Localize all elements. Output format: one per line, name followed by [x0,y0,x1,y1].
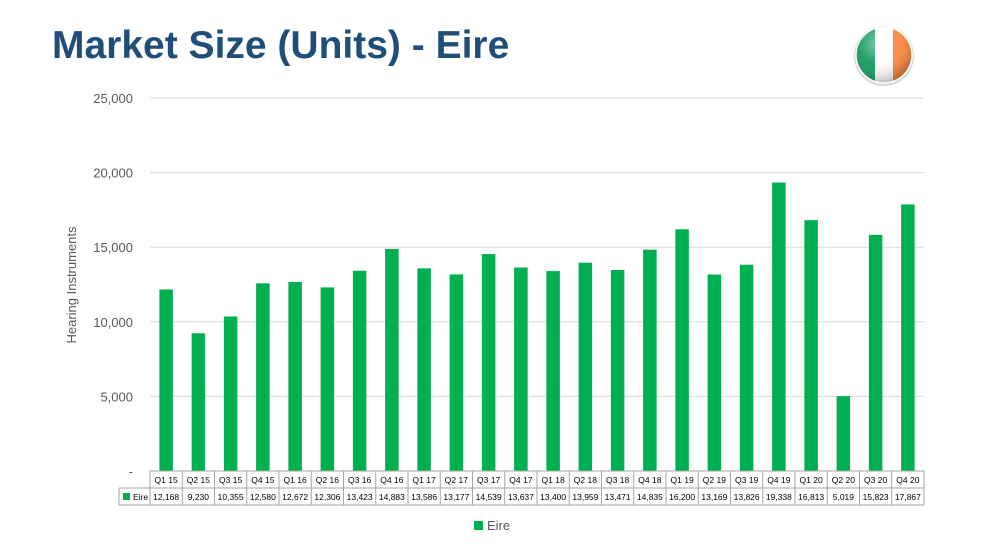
table-value-label: 19,338 [766,492,792,502]
table-value-label: 12,168 [153,492,179,502]
x-category-label: Q1 16 [284,475,307,485]
table-value-label: 16,200 [669,492,695,502]
bar [546,271,560,471]
y-tick-label: 5,000 [100,389,133,404]
bars [159,182,915,471]
table-value-label: 13,400 [540,492,566,502]
table-value-label: 13,423 [347,492,373,502]
x-category-label: Q3 19 [735,475,758,485]
bar [320,287,335,471]
bar [481,254,496,471]
table-value-label: 12,672 [282,492,308,502]
x-category-label: Q1 20 [800,475,823,485]
table-series-label: Eire [133,492,148,502]
table-legend-swatch [123,493,130,500]
bar [352,270,367,471]
x-category-label: Q4 15 [251,475,274,485]
x-category-label: Q3 17 [477,475,500,485]
table-value-label: 13,177 [443,492,469,502]
x-category-label: Q3 18 [606,475,629,485]
bar [191,333,206,471]
table-value-label: 13,637 [508,492,534,502]
x-category-label: Q2 16 [316,475,339,485]
bar [901,204,915,471]
table-value-label: 13,959 [572,492,598,502]
bar [836,396,851,471]
x-category-label: Q3 15 [219,475,242,485]
legend-swatch [474,521,483,530]
bar [256,283,270,471]
bar [159,289,173,471]
table-value-label: 13,169 [701,492,727,502]
legend-label: Eire [487,518,511,533]
bar [804,220,818,471]
x-category-label: Q2 20 [832,475,855,485]
table-value-label: 14,539 [476,492,502,502]
x-category-label: Q4 20 [896,475,919,485]
bar [707,274,722,471]
bar [385,248,399,471]
y-tick-label: 10,000 [93,315,133,330]
bar [223,316,238,471]
x-category-label: Q3 16 [348,475,371,485]
table-value-label: 13,826 [734,492,760,502]
bar [514,267,528,471]
x-category-label: Q4 17 [509,475,532,485]
y-tick-label: 15,000 [93,240,133,255]
table-value-label: 9,230 [188,492,210,502]
bar [643,249,657,471]
x-category-label: Q4 18 [638,475,661,485]
bar [610,270,625,471]
bar [868,234,883,471]
chart-title: Market Size (Units) - Eire [52,24,510,67]
bar [288,281,302,471]
table-value-label: 13,586 [411,492,437,502]
x-category-label: Q3 20 [864,475,887,485]
x-category-label: Q4 16 [380,475,403,485]
y-tick-label: 25,000 [93,91,133,106]
table-value-label: 12,580 [250,492,276,502]
y-tick-label: - [129,464,133,479]
y-axis-label: Hearing Instruments [64,226,79,344]
x-category-label: Q4 19 [767,475,790,485]
table-value-label: 12,306 [314,492,340,502]
data-table: Eire Q1 15 12,168 Q2 15 9,230 Q3 15 10,355 Q4 1… [118,470,925,506]
legend: Eire [474,518,510,533]
bar [578,262,593,471]
y-tick-labels: - 5,000 10,000 15,000 20,000 25,000 [93,91,133,479]
table-value-label: 13,471 [605,492,631,502]
x-category-label: Q1 18 [542,475,565,485]
table-value-label: 14,883 [379,492,405,502]
x-category-label: Q2 19 [703,475,726,485]
bar [739,264,754,471]
ireland-flag-icon [854,26,914,86]
x-category-label: Q1 15 [155,475,178,485]
gridlines [150,97,924,397]
x-category-label: Q2 15 [187,475,210,485]
table-value-label: 10,355 [218,492,244,502]
table-value-label: 15,823 [863,492,889,502]
x-category-label: Q2 18 [574,475,597,485]
table-value-label: 17,867 [895,492,921,502]
x-category-label: Q2 17 [445,475,468,485]
bar [417,268,431,471]
table-value-label: 14,835 [637,492,663,502]
bar [675,229,689,471]
bar [772,182,786,471]
x-category-label: Q1 19 [671,475,694,485]
table-value-label: 16,813 [798,492,824,502]
y-tick-label: 20,000 [93,166,133,181]
bar [449,274,464,471]
table-value-label: 5,019 [833,492,855,502]
x-category-label: Q1 17 [413,475,436,485]
